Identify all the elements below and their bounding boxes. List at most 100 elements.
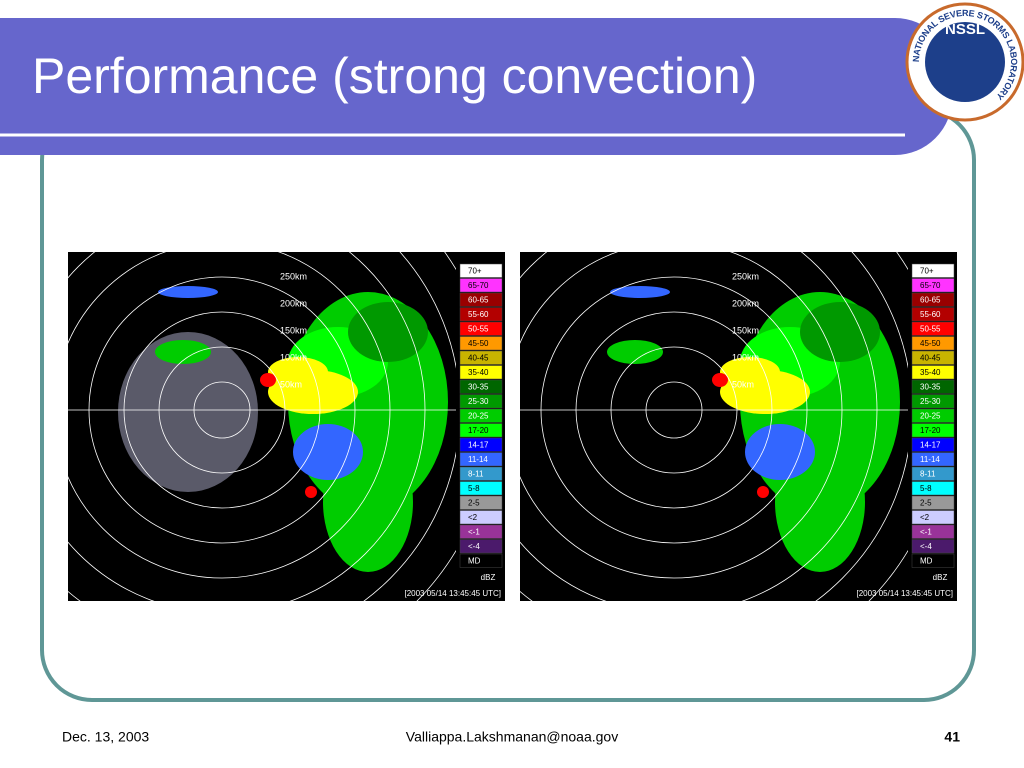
legend-label: 11-14 [468, 455, 488, 464]
legend-label: 35-40 [920, 368, 941, 377]
legend-label: 30-35 [920, 382, 941, 391]
legend-label: <2 [920, 513, 930, 522]
legend-swatch [459, 321, 503, 336]
legend-swatch [459, 510, 503, 525]
legend-label: 30-35 [468, 382, 489, 391]
legend-label: MD [920, 556, 933, 565]
legend-label: 55-60 [468, 310, 489, 319]
echo [158, 286, 218, 298]
legend-swatch [459, 466, 503, 481]
legend-label: 40-45 [468, 353, 489, 362]
legend-label: 45-50 [920, 339, 941, 348]
clutter [118, 332, 258, 492]
ring-label: 50km [732, 379, 754, 389]
legend-swatch [459, 292, 503, 307]
legend-label: 14-17 [468, 440, 489, 449]
legend-label: 20-25 [468, 411, 489, 420]
echo [293, 424, 363, 480]
unit-label: dBZ [933, 573, 948, 582]
legend-label: 40-45 [920, 353, 941, 362]
logo: NATIONAL SEVERE STORMS LABORATORY NSSL [905, 2, 1024, 122]
legend-swatch [911, 452, 955, 467]
echo [268, 357, 328, 387]
ring-label: 250km [280, 271, 307, 281]
legend-label: 70+ [920, 266, 934, 275]
legend-label: <2 [468, 513, 478, 522]
legend-label: 20-25 [920, 411, 941, 420]
legend-swatch [911, 553, 955, 568]
footer-date: Dec. 13, 2003 [62, 729, 149, 745]
legend-swatch [911, 379, 955, 394]
legend-label: 8-11 [920, 469, 936, 478]
ring-label: 150km [280, 325, 307, 335]
ring-label: 250km [732, 271, 759, 281]
legend-swatch [459, 307, 503, 322]
legend-swatch [911, 321, 955, 336]
unit-label: dBZ [481, 573, 496, 582]
legend-swatch [459, 394, 503, 409]
legend-swatch [911, 394, 955, 409]
legend-label: 50-55 [920, 324, 941, 333]
legend-label: 2-5 [468, 498, 480, 507]
legend-label: 25-30 [920, 397, 941, 406]
legend-swatch [459, 379, 503, 394]
legend-swatch [459, 553, 503, 568]
legend-label: 25-30 [468, 397, 489, 406]
echo [348, 302, 428, 362]
legend-swatch [911, 263, 955, 278]
legend-label: 8-11 [468, 469, 484, 478]
legend-swatch [911, 481, 955, 496]
legend-swatch [911, 365, 955, 380]
legend-label: 14-17 [920, 440, 941, 449]
legend-swatch [459, 408, 503, 423]
legend-label: 55-60 [920, 310, 941, 319]
echo [720, 357, 780, 387]
page-number: 41 [944, 729, 960, 745]
legend-label: <-4 [468, 542, 480, 551]
legend-swatch [459, 437, 503, 452]
legend-label: 17-20 [468, 426, 489, 435]
ring-label: 150km [732, 325, 759, 335]
legend-swatch [459, 524, 503, 539]
radar-area: 250km 200km 150km 100km 50km [68, 252, 456, 601]
logo-abbr: NSSL [945, 21, 985, 38]
legend-label: 60-65 [920, 295, 941, 304]
legend-label: <-1 [920, 527, 932, 536]
ring-label: 100km [280, 352, 307, 362]
legend-swatch [911, 278, 955, 293]
legend-swatch [459, 539, 503, 554]
legend-label: 35-40 [468, 368, 489, 377]
legend-swatch [911, 350, 955, 365]
echo [712, 373, 728, 387]
legend-swatch [911, 336, 955, 351]
legend-label: 2-5 [920, 498, 932, 507]
legend-label: 17-20 [920, 426, 941, 435]
legend-swatch [459, 263, 503, 278]
legend-swatch [911, 510, 955, 525]
legend-swatch [459, 481, 503, 496]
echo [800, 302, 880, 362]
footer-author: Valliappa.Lakshmanan@noaa.gov [406, 729, 618, 745]
legend-label: 70+ [468, 266, 482, 275]
legend-swatch [911, 423, 955, 438]
radar-panels: 250km 200km 150km 100km 50km 70+ 65-70 60-65 55-… [68, 252, 957, 601]
slide-title: Performance (strong convection) [32, 48, 757, 104]
echo [610, 286, 670, 298]
legend-swatch [459, 452, 503, 467]
legend-swatch [911, 408, 955, 423]
legend-swatch [459, 350, 503, 365]
timestamp: [2003 05/14 13:45:45 UTC] [856, 589, 953, 598]
legend-label: 5-8 [920, 484, 932, 493]
radar-area: 250km 200km 150km 100km 50km [520, 252, 908, 601]
legend-swatch [911, 524, 955, 539]
legend-label: 5-8 [468, 484, 480, 493]
echo [260, 373, 276, 387]
echo [607, 340, 663, 364]
legend-swatch [459, 365, 503, 380]
echo [305, 486, 317, 498]
legend-swatch [911, 437, 955, 452]
legend-swatch [459, 336, 503, 351]
legend-label: 60-65 [468, 295, 489, 304]
